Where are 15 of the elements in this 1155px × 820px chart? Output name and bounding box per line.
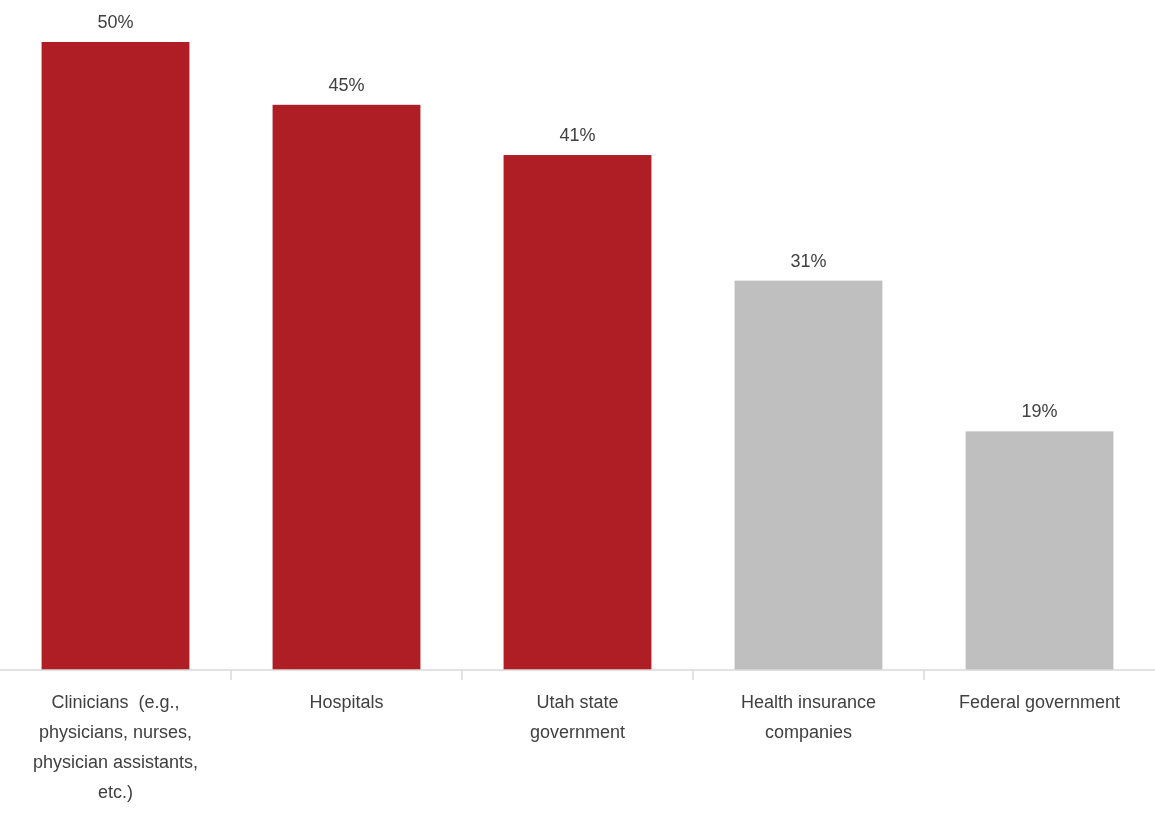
- data-label: 41%: [559, 125, 596, 146]
- bar: [965, 431, 1114, 670]
- bar: [272, 104, 421, 670]
- data-label: 50%: [97, 12, 134, 32]
- x-tick-label: Clinicians (e.g., physicians, nurses, physician assistants, etc.): [32, 692, 199, 802]
- data-label: 31%: [790, 250, 827, 271]
- data-label: 45%: [328, 74, 365, 95]
- x-tick-label: Federal government: [958, 692, 1121, 712]
- bar: [41, 42, 190, 670]
- x-tick-label: Health insurance companies: [740, 692, 877, 742]
- bar: [503, 155, 652, 670]
- data-label: 19%: [1021, 401, 1058, 422]
- x-tick-label: Hospitals: [309, 692, 384, 712]
- bar: [734, 280, 883, 670]
- x-tick-label: Utah state government: [529, 692, 626, 742]
